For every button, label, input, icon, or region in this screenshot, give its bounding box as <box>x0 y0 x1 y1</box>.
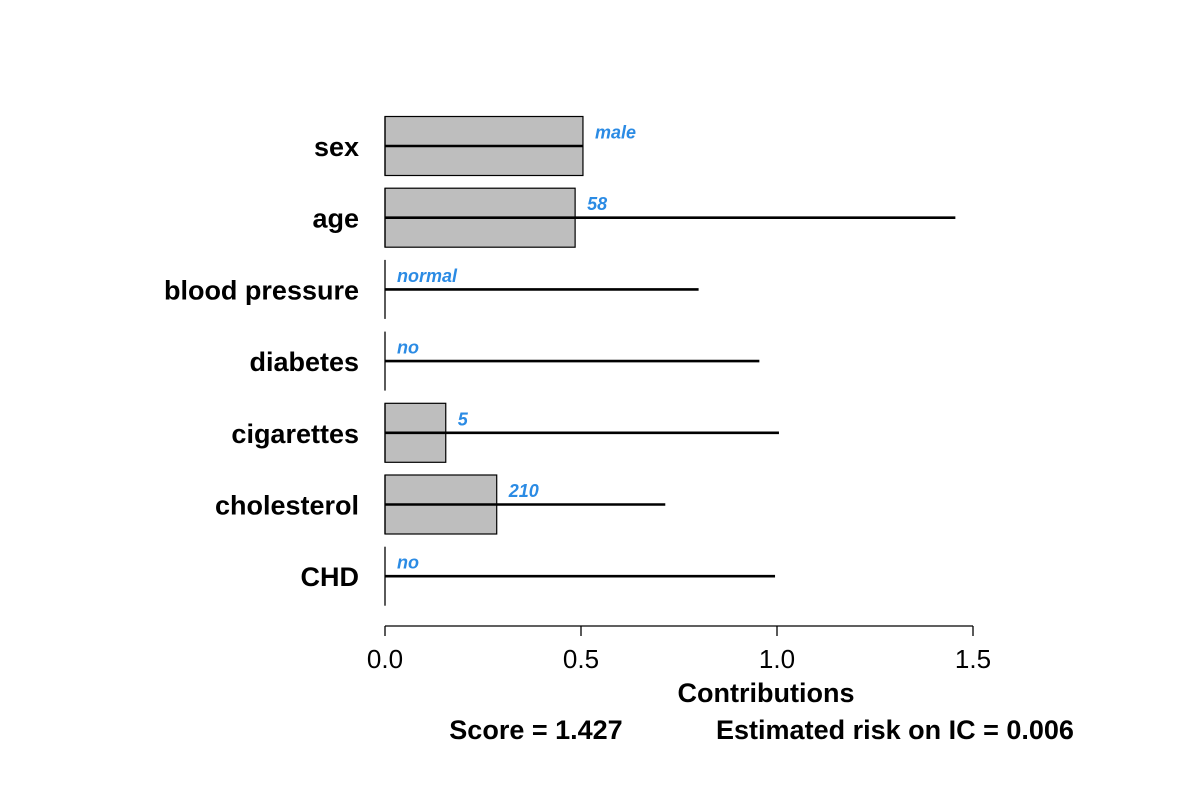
category-label-cholesterol: cholesterol <box>215 491 359 521</box>
x-tick-label: 1.5 <box>955 644 991 674</box>
bars-layer: sex male age 58 blood pressure normal diabetes… <box>164 115 956 606</box>
category-label-age: age <box>312 204 359 234</box>
x-tick-label: 1.0 <box>759 644 795 674</box>
value-label-age: 58 <box>587 194 607 214</box>
x-tick-label: 0.5 <box>563 644 599 674</box>
x-axis: 0.0 0.5 1.0 1.5 <box>367 625 991 674</box>
x-axis-label: Contributions <box>678 678 855 708</box>
value-label-cholesterol: 210 <box>508 481 539 501</box>
x-tick-label: 0.0 <box>367 644 403 674</box>
risk-text: Estimated risk on IC = 0.006 <box>716 715 1074 745</box>
category-label-diabetes: diabetes <box>249 347 359 377</box>
category-label-blood-pressure: blood pressure <box>164 275 359 305</box>
score-text: Score = 1.427 <box>449 715 622 745</box>
category-label-sex: sex <box>314 132 359 162</box>
value-label-sex: male <box>595 123 636 143</box>
category-label-cigarettes: cigarettes <box>231 419 359 449</box>
value-label-diabetes: no <box>397 338 419 358</box>
value-label-cigarettes: 5 <box>458 409 469 429</box>
category-label-chd: CHD <box>301 562 360 592</box>
value-label-chd: no <box>397 553 419 573</box>
value-label-blood-pressure: normal <box>397 266 458 286</box>
